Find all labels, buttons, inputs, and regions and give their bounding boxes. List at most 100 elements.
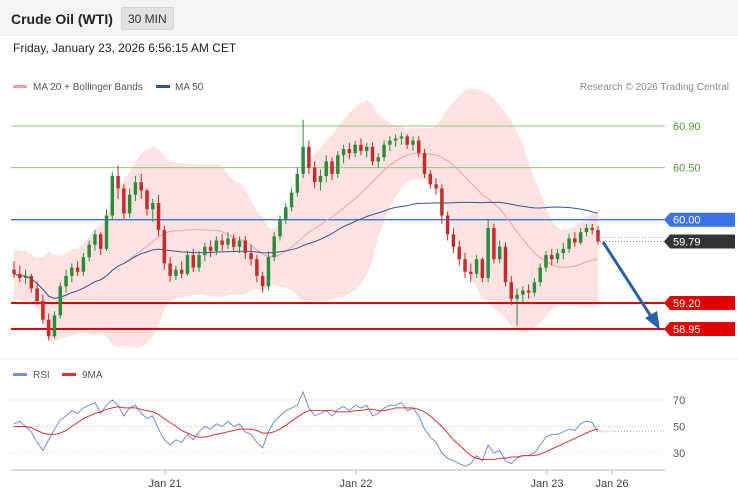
candle-body <box>578 232 583 243</box>
candle <box>434 178 438 195</box>
header-bar: Crude Oil (WTI) 30 MIN <box>0 0 738 36</box>
candle <box>185 250 190 276</box>
candle-body <box>284 207 288 220</box>
candle-body <box>561 248 566 254</box>
candle-body <box>93 234 97 245</box>
candle <box>445 211 450 241</box>
forecast-arrow-shaft <box>601 241 654 319</box>
forecast-arrow <box>601 241 660 330</box>
x-axis-label: Jan 26 <box>595 478 628 490</box>
candle-body <box>382 144 386 158</box>
level-tag-pivot <box>664 212 735 227</box>
candle <box>284 203 288 224</box>
candle-body <box>434 184 438 189</box>
bollinger-bands <box>14 88 598 348</box>
rsi-ma-line <box>14 406 599 461</box>
candle <box>70 263 74 283</box>
candle <box>58 282 62 319</box>
candle-body <box>318 175 323 183</box>
rsi-ma-legend-swatch <box>62 373 76 376</box>
candle-body <box>151 203 155 210</box>
candle <box>486 219 490 283</box>
rsi-tick-label: 70 <box>673 395 685 407</box>
candle <box>133 175 138 201</box>
candle <box>307 140 311 174</box>
candle <box>231 234 236 251</box>
forecast-arrowhead <box>645 311 660 330</box>
candle <box>104 209 109 251</box>
candle-body <box>480 259 485 278</box>
level-label-support-1: 59.20 <box>673 298 701 310</box>
candle <box>492 223 496 264</box>
candle <box>544 250 548 272</box>
candle-body <box>330 161 334 174</box>
candle <box>168 257 172 283</box>
candle-body <box>550 255 554 260</box>
rsi-legend-label: RSI <box>33 370 50 381</box>
chart-svg[interactable]: MA 20 + Bollinger Bands MA 50 Research ©… <box>0 60 738 500</box>
candle-body <box>41 300 45 320</box>
candle <box>266 250 271 291</box>
ma20-legend-label: MA 20 + Bollinger Bands <box>33 82 143 93</box>
timeframe-button[interactable]: 30 MIN <box>121 7 174 30</box>
candle <box>208 240 213 258</box>
candle-body <box>243 240 248 254</box>
candle <box>64 269 68 293</box>
candle-body <box>179 269 184 274</box>
candle-body <box>590 228 594 231</box>
candle-body <box>127 194 132 214</box>
candle <box>457 240 461 266</box>
candle <box>289 188 294 212</box>
candle-body <box>266 257 271 287</box>
candle <box>116 165 120 199</box>
candle <box>382 140 386 162</box>
candle-body <box>312 167 317 183</box>
candle <box>174 265 178 281</box>
candle-body <box>220 240 224 245</box>
candle <box>451 228 456 254</box>
level-labels: 60.90 60.50 60.00 59.79 59.20 58.95 <box>664 121 735 336</box>
candle-body <box>249 253 253 260</box>
candle-body <box>23 275 28 278</box>
candle <box>145 188 149 216</box>
rsi-panel: 70 50 30 <box>11 390 685 467</box>
candle <box>526 284 531 299</box>
candle <box>399 132 404 145</box>
candle <box>46 313 51 341</box>
candle <box>260 271 265 293</box>
candle-body <box>168 263 172 276</box>
candle <box>509 275 514 306</box>
x-axis-label: Jan 21 <box>148 478 181 490</box>
candle <box>515 288 519 326</box>
rsi-tick-label: 50 <box>673 422 685 434</box>
x-axis: Jan 21 Jan 22 Jan 23 Jan 26 <box>11 469 665 490</box>
candle-body <box>555 253 560 260</box>
candle <box>127 188 132 218</box>
candle <box>255 255 259 283</box>
candle-body <box>370 146 375 162</box>
timestamp: Friday, January 23, 2026 6:56:15 AM CET <box>13 41 237 55</box>
candle <box>341 144 346 164</box>
candle <box>463 253 467 278</box>
candle <box>550 248 554 266</box>
candle-body <box>521 290 525 295</box>
candle-body <box>145 190 149 210</box>
rsi-tick-label: 30 <box>673 448 685 460</box>
candle <box>393 134 398 147</box>
candle <box>532 277 537 297</box>
candle-body <box>526 290 531 293</box>
candle <box>237 236 242 254</box>
candle-body <box>139 182 143 191</box>
candle <box>555 248 560 264</box>
rsi-ma-legend-label: 9MA <box>82 370 103 381</box>
moving-averages <box>13 153 599 300</box>
candle-body <box>156 203 161 231</box>
candle-body <box>417 140 421 154</box>
candle-body <box>567 238 571 249</box>
candle <box>503 242 508 287</box>
candle <box>336 150 340 179</box>
candle <box>578 228 583 245</box>
candle <box>249 244 253 266</box>
candle <box>197 250 201 272</box>
candle <box>18 265 22 283</box>
